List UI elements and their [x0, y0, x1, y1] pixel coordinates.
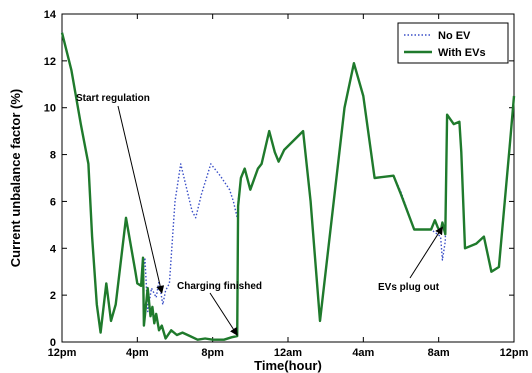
annotation-evs-plug-out-arrow [409, 226, 443, 279]
y-tick-label: 8 [50, 150, 56, 162]
x-tick-label: 8am [428, 347, 450, 359]
legend-label-with-evs: With EVs [438, 47, 486, 59]
annotation-start-regulation-arrow [117, 105, 165, 294]
x-tick-label: 4pm [126, 347, 149, 359]
x-axis-ticks: 12pm 4pm 8pm 12am 4am 8am 12pm [48, 14, 529, 359]
y-tick-label: 6 [50, 196, 56, 208]
y-tick-label: 4 [50, 243, 57, 255]
x-tick-label: 12am [274, 347, 302, 359]
y-tick-label: 10 [44, 103, 56, 115]
series-line-with-evs [60, 32, 516, 341]
y-axis-label: Current unbalance factor (%) [8, 89, 23, 267]
y-tick-label: 2 [50, 290, 56, 302]
annotation-evs-plug-out: EVs plug out [378, 282, 440, 293]
annotation-charging-finished-arrow [209, 292, 238, 336]
legend-label-no-ev: No EV [438, 30, 471, 42]
plot-area [61, 13, 515, 343]
series-layer [60, 32, 516, 341]
y-tick-label: 0 [50, 337, 56, 349]
x-axis-label: Time(hour) [254, 358, 322, 373]
annotation-layer: Start regulation Charging finished EVs p… [76, 93, 443, 336]
annotation-start-regulation: Start regulation [76, 93, 150, 104]
legend-box [397, 22, 509, 64]
x-tick-label: 8pm [201, 347, 224, 359]
x-tick-label: 12pm [500, 347, 529, 359]
y-tick-label: 12 [44, 56, 56, 68]
x-tick-label: 4am [352, 347, 374, 359]
y-axis-ticks: 0 2 4 6 8 10 12 14 [44, 9, 514, 349]
legend: No EV With EVs [397, 22, 509, 64]
y-tick-label: 14 [44, 9, 57, 21]
annotation-charging-finished: Charging finished [177, 281, 262, 292]
x-tick-label: 12pm [48, 347, 77, 359]
